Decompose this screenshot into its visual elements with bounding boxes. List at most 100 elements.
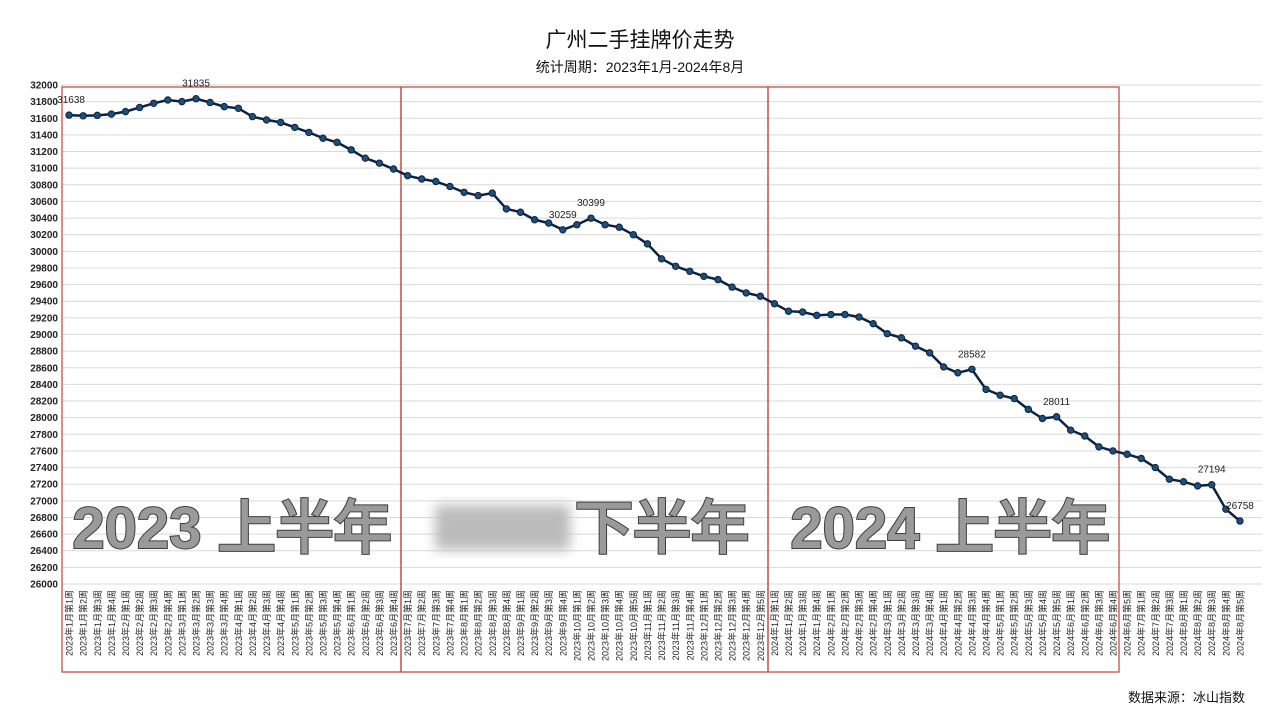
x-tick-label: 2023年11月第3周 bbox=[670, 590, 681, 660]
x-tick-label: 2024年3月第2周 bbox=[896, 590, 907, 656]
y-tick-label: 30800 bbox=[30, 180, 58, 191]
marker bbox=[403, 171, 412, 180]
x-tick-label: 2023年6月第1周 bbox=[346, 590, 357, 656]
x-tick-label: 2024年4月第3周 bbox=[966, 590, 977, 656]
period-label: 2023 上半年 bbox=[72, 496, 391, 561]
x-tick-label: 2023年9月第1周 bbox=[515, 590, 526, 656]
y-tick-label: 28800 bbox=[30, 347, 58, 358]
x-tick-label: 2023年6月第2周 bbox=[360, 590, 371, 656]
marker bbox=[1123, 450, 1131, 458]
x-tick-label: 2024年3月第3周 bbox=[910, 590, 921, 656]
marker bbox=[544, 219, 553, 227]
x-tick-label: 2023年12月第2周 bbox=[712, 590, 723, 661]
marker bbox=[1222, 505, 1230, 513]
marker bbox=[573, 221, 581, 229]
marker bbox=[756, 292, 765, 300]
x-tick-label: 2024年2月第3周 bbox=[854, 590, 865, 656]
marker bbox=[1010, 394, 1018, 403]
y-tick-label: 26600 bbox=[30, 530, 58, 541]
data-label: 30259 bbox=[549, 210, 577, 221]
x-tick-label: 2024年1月第2周 bbox=[783, 590, 794, 656]
x-tick-label: 2023年1月第4周 bbox=[106, 590, 117, 656]
x-tick-label: 2023年8月第2周 bbox=[473, 590, 484, 656]
x-tick-label: 2023年3月第3周 bbox=[205, 590, 216, 656]
y-tick-label: 29400 bbox=[30, 297, 58, 308]
marker bbox=[389, 165, 398, 173]
marker bbox=[291, 123, 299, 132]
x-tick-label: 2023年11月第1周 bbox=[642, 590, 653, 660]
y-tick-label: 28000 bbox=[30, 413, 58, 424]
marker bbox=[996, 391, 1004, 399]
x-tick-label: 2024年1月第4周 bbox=[811, 590, 822, 656]
x-tick-label: 2024年7月第1周 bbox=[1136, 590, 1147, 656]
data-label: 26758 bbox=[1226, 501, 1254, 512]
x-tick-label: 2024年6月第1周 bbox=[1065, 590, 1076, 656]
x-tick-label: 2023年7月第3周 bbox=[430, 590, 441, 656]
grid: 26000 26200 26400 26600 26800 27000 27200 27400… bbox=[30, 81, 1262, 661]
marker bbox=[657, 255, 666, 263]
marker bbox=[897, 334, 906, 342]
marker bbox=[911, 342, 920, 350]
data-label: 28582 bbox=[958, 349, 986, 360]
x-tick-label: 2023年1月第1周 bbox=[64, 590, 75, 656]
x-tick-label: 2023年3月第2周 bbox=[191, 590, 202, 656]
x-tick-label: 2024年5月第5周 bbox=[1051, 590, 1062, 656]
data-label: 30399 bbox=[577, 198, 605, 209]
marker bbox=[319, 134, 327, 142]
marker bbox=[1208, 480, 1216, 489]
x-tick-label: 2024年6月第2周 bbox=[1079, 590, 1090, 656]
x-tick-label: 2023年11月第2周 bbox=[656, 590, 667, 660]
y-tick-label: 26000 bbox=[30, 580, 58, 591]
marker bbox=[93, 111, 101, 120]
line bbox=[69, 97, 1241, 522]
y-tick-label: 26800 bbox=[30, 513, 58, 524]
y-tick-label: 31400 bbox=[30, 130, 58, 141]
marker bbox=[1165, 475, 1174, 483]
chart-subtitle: 统计周期：2023年1月-2024年8月 bbox=[536, 59, 745, 75]
x-tick-label: 2024年1月第3周 bbox=[797, 590, 808, 656]
marker bbox=[700, 272, 708, 280]
x-tick-label: 2023年5月第4周 bbox=[332, 590, 343, 656]
marker bbox=[192, 95, 200, 103]
marker bbox=[1109, 447, 1117, 455]
marker bbox=[686, 267, 694, 275]
x-tick-label: 2023年1月第2周 bbox=[78, 590, 89, 656]
marker bbox=[220, 102, 228, 111]
marker bbox=[714, 275, 722, 284]
x-tick-label: 2024年6月第5周 bbox=[1122, 590, 1133, 656]
marker bbox=[1066, 426, 1075, 434]
y-tick-label: 29800 bbox=[30, 263, 58, 274]
x-tick-label: 2024年4月第4周 bbox=[981, 590, 992, 656]
y-tick-label: 29600 bbox=[30, 280, 58, 291]
marker bbox=[559, 226, 567, 234]
marker bbox=[1095, 443, 1103, 451]
y-tick-label: 30200 bbox=[30, 230, 58, 241]
marker bbox=[502, 205, 511, 213]
x-tick-label: 2023年8月第4周 bbox=[501, 590, 512, 656]
x-tick-label: 2023年4月第3周 bbox=[261, 590, 272, 656]
x-tick-label: 2023年6月第4周 bbox=[388, 590, 399, 656]
marker bbox=[770, 300, 779, 308]
marker bbox=[587, 214, 595, 222]
marker bbox=[968, 365, 976, 373]
blurred-region bbox=[435, 505, 570, 550]
marker bbox=[1193, 482, 1202, 490]
marker bbox=[516, 208, 525, 216]
marker bbox=[643, 240, 652, 248]
x-tick-label: 2024年8月第4周 bbox=[1220, 590, 1231, 656]
x-tick-label: 2023年8月第3周 bbox=[487, 590, 498, 656]
x-tick-label: 2023年3月第4周 bbox=[219, 590, 230, 656]
x-tick-label: 2023年5月第1周 bbox=[289, 590, 300, 656]
x-tick-label: 2023年12月第3周 bbox=[727, 590, 738, 661]
y-tick-label: 30600 bbox=[30, 197, 58, 208]
x-tick-label: 2023年6月第3周 bbox=[374, 590, 385, 656]
marker bbox=[375, 159, 384, 167]
source-note: 数据来源：冰山指数 bbox=[1128, 690, 1245, 705]
data-label: 31835 bbox=[182, 79, 210, 90]
marker bbox=[262, 116, 271, 124]
x-tick-label: 2024年7月第2周 bbox=[1150, 590, 1161, 656]
chart-title: 广州二手挂牌价走势 bbox=[546, 29, 735, 52]
x-tick-label: 2023年8月第1周 bbox=[459, 590, 470, 656]
x-tick-label: 2023年2月第2周 bbox=[134, 590, 145, 656]
